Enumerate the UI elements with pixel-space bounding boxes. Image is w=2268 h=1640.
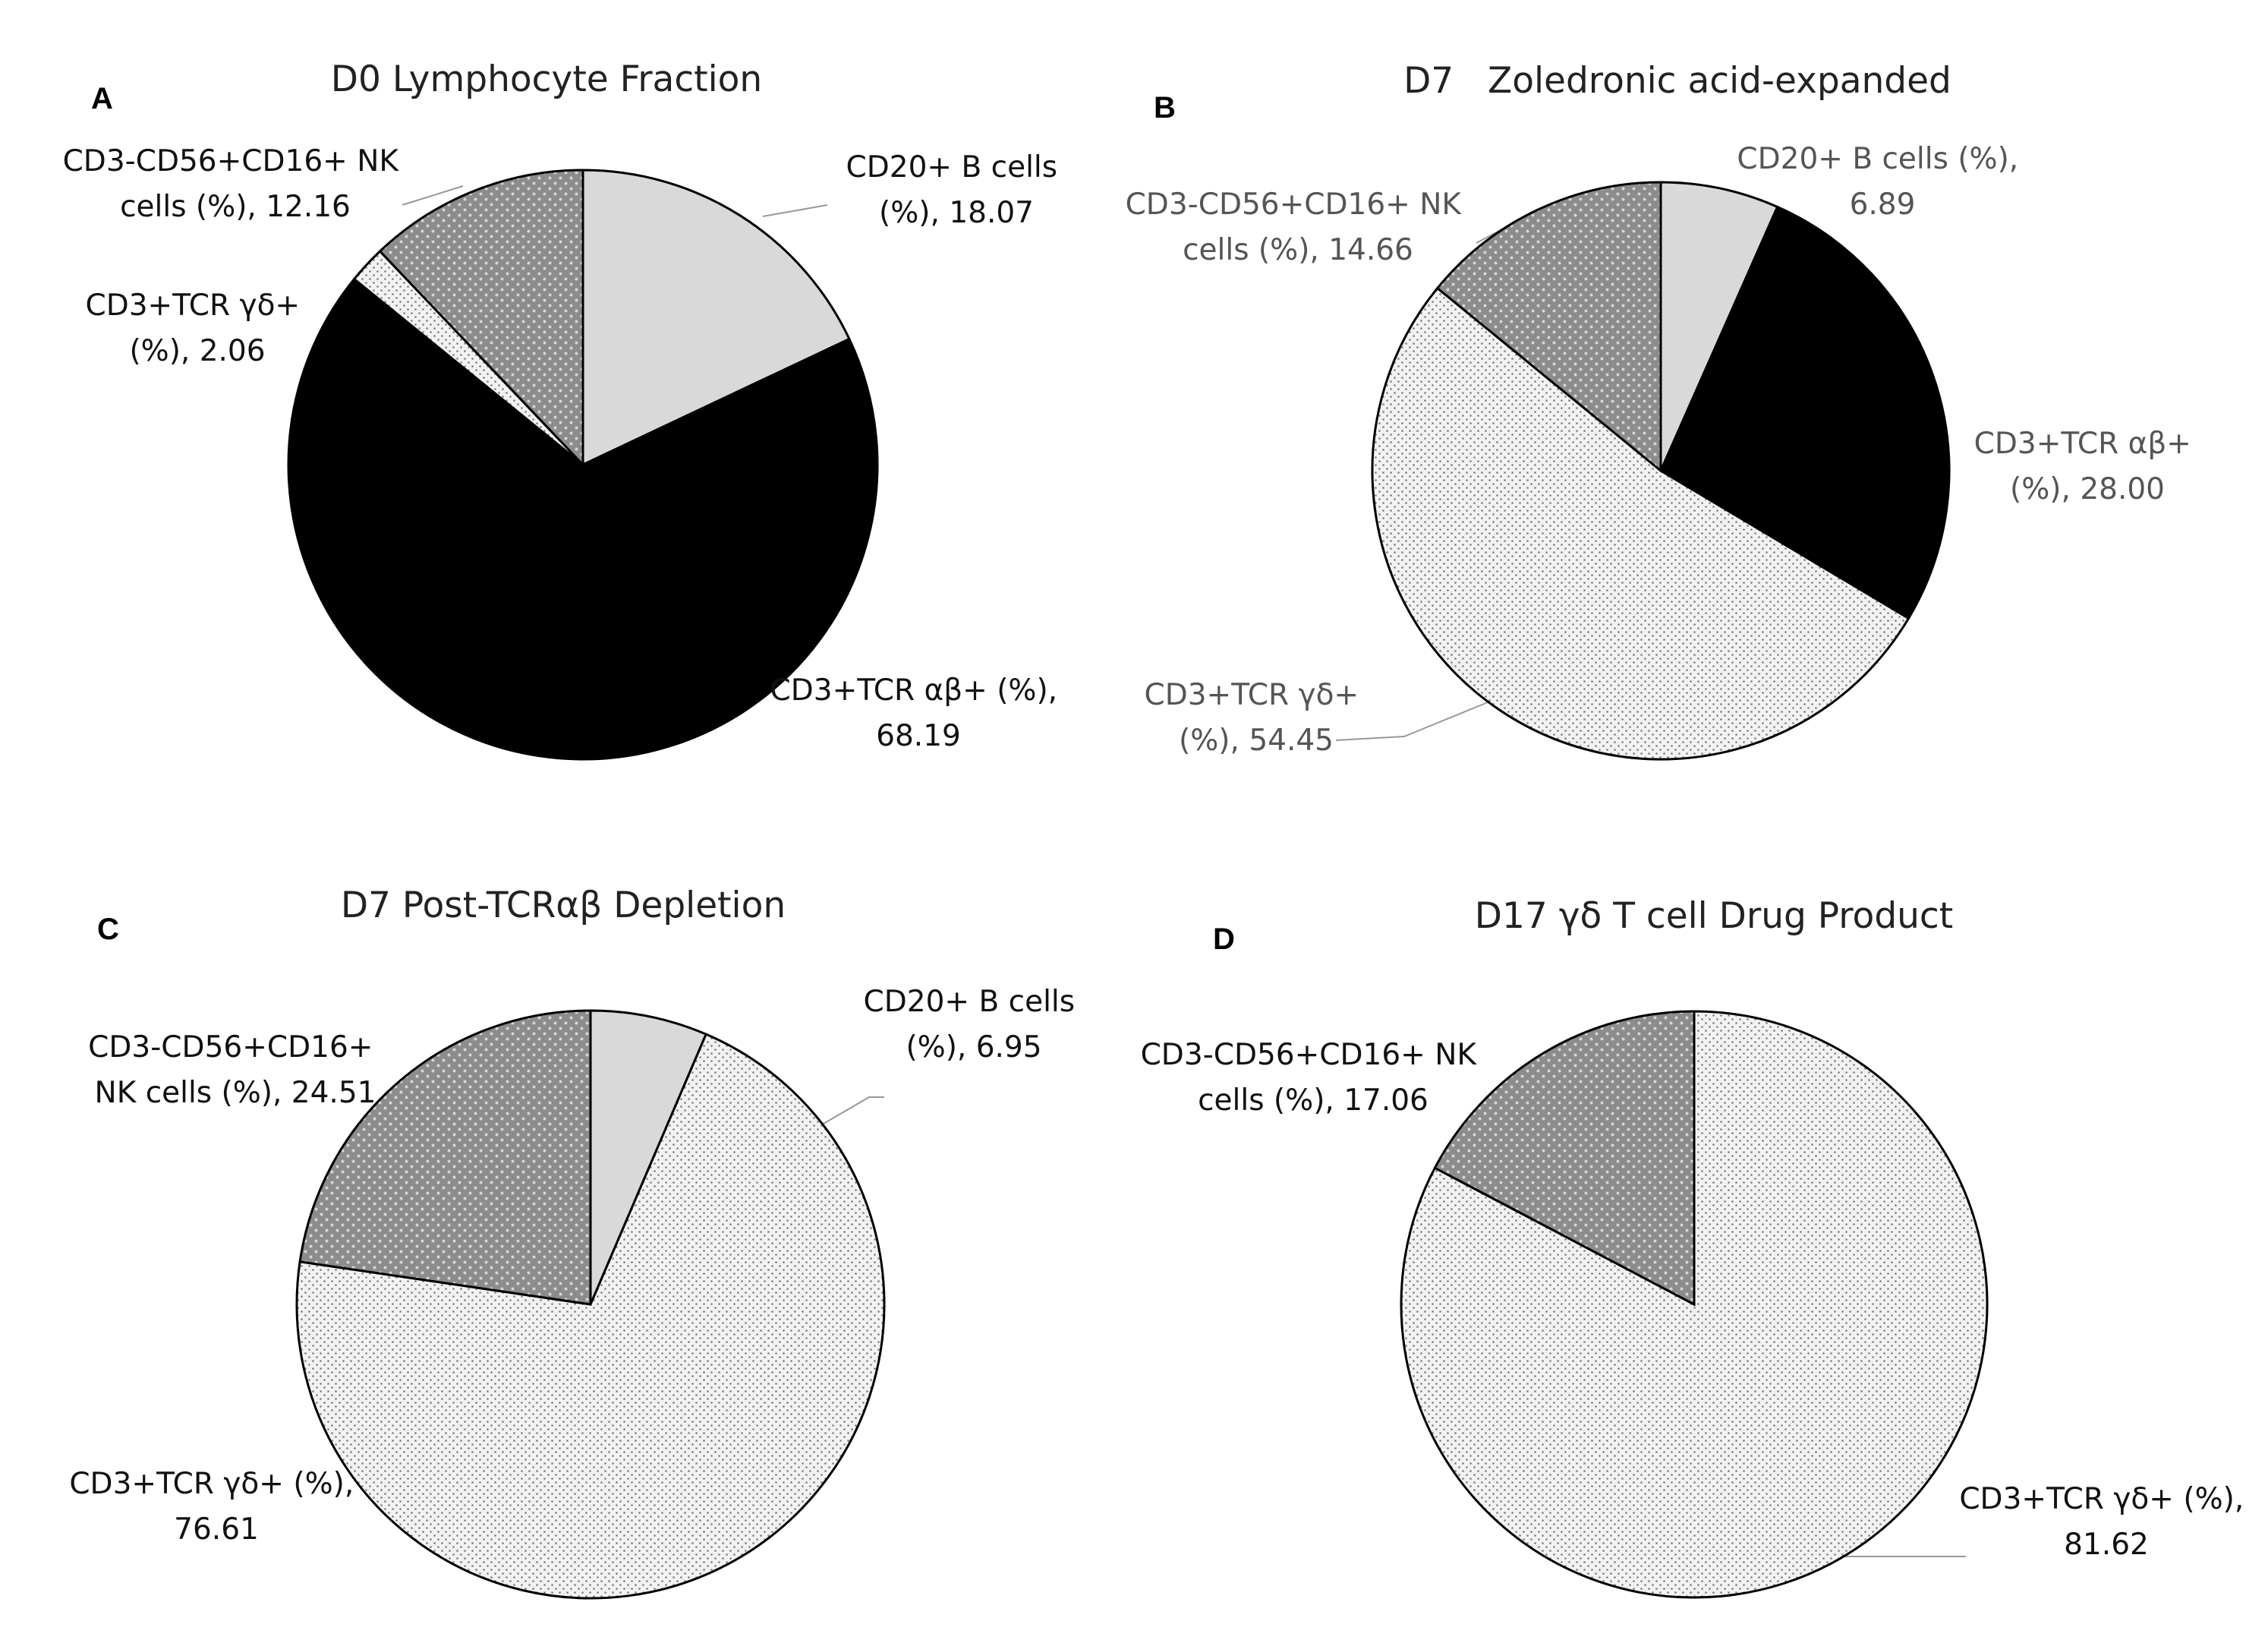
label-c-nk-cells: CD3-CD56+CD16+ NK cells (%), 24.51 <box>88 1030 383 1110</box>
panel-a-title: D0 Lymphocyte Fraction <box>331 58 762 100</box>
pie-a: CD20+ B cells (%), 18.07 CD3+TCR αβ+ (%)… <box>63 144 1067 761</box>
slice-c-nk-cells <box>298 1009 592 1306</box>
pie-a-leaders <box>402 185 828 217</box>
label-d-tcr-gd: CD3+TCR γδ+ (%), 81.62 <box>1959 1482 2253 1562</box>
panel-letter-a: A <box>91 82 113 115</box>
label-d-nk-cells: CD3-CD56+CD16+ NK cells (%), 17.06 <box>1141 1038 1486 1118</box>
panel-c: C D7 Post-TCRαβ Depletion CD20+ B cells … <box>69 885 1085 1600</box>
leader-a-bcells <box>762 204 828 217</box>
slice-a-b-cells <box>581 169 851 467</box>
pie-d: CD3+TCR γδ+ (%), 81.62 CD3-CD56+CD16+ NK… <box>1141 1010 2253 1599</box>
pie-b-slices <box>1371 181 1951 761</box>
pie-b: CD20+ B cells (%), 6.89 CD3+TCR αβ+ (%),… <box>1126 142 2201 761</box>
slice-b-nk-cells <box>1435 181 1662 474</box>
slice-c-b-cells <box>589 1009 708 1305</box>
slice-b-tcr-ab <box>1659 205 1951 620</box>
panel-letter-c: C <box>97 913 119 946</box>
label-b-b-cells: CD20+ B cells (%), 6.89 <box>1737 142 2027 222</box>
label-a-tcr-gd: CD3+TCR γδ+ (%), 2.06 <box>85 289 309 368</box>
label-c-b-cells: CD20+ B cells (%), 6.95 <box>864 985 1085 1064</box>
slice-d-nk-cells <box>1433 1010 1696 1307</box>
label-a-tcr-ab: CD3+TCR αβ+ (%), 68.19 <box>770 673 1067 753</box>
panel-d-title: D17 γδ T cell Drug Product <box>1475 895 1953 937</box>
panel-b-title: D7 Zoledronic acid-expanded <box>1403 60 1951 102</box>
leader-c-bcells <box>823 1096 884 1124</box>
slice-b-tcr-gd <box>1371 286 1910 761</box>
pie-c-slices <box>295 1009 886 1600</box>
pie-a-slices <box>287 169 879 761</box>
label-a-b-cells: CD20+ B cells (%), 18.07 <box>846 150 1067 230</box>
label-b-nk-cells: CD3-CD56+CD16+ NK cells (%), 14.66 <box>1126 188 1471 267</box>
panel-b: B D7 Zoledronic acid-expanded CD20+ B ce… <box>1126 60 2201 761</box>
slice-c-tcr-gd <box>295 1033 886 1600</box>
label-b-tcr-ab: CD3+TCR αβ+ (%), 28.00 <box>1974 427 2201 506</box>
label-a-nk-cells: CD3-CD56+CD16+ NK cells (%), 12.16 <box>63 144 408 224</box>
slice-a-tcr-ab <box>287 277 879 761</box>
label-b-tcr-gd: CD3+TCR γδ+ (%), 54.45 <box>1144 678 1368 758</box>
panel-letter-d: D <box>1213 922 1235 956</box>
slice-b-b-cells <box>1659 181 1779 472</box>
panel-letter-b: B <box>1154 91 1176 125</box>
panel-a: A D0 Lymphocyte Fraction CD20+ B cells (… <box>63 58 1067 761</box>
panel-c-title: D7 Post-TCRαβ Depletion <box>341 885 786 926</box>
label-c-tcr-gd: CD3+TCR γδ+ (%), 76.61 <box>69 1467 363 1547</box>
pie-d-slices <box>1400 1010 1989 1599</box>
pie-c-leaders <box>823 1096 884 1124</box>
leader-b-tcr-gd <box>1335 702 1488 741</box>
slice-a-nk-cells <box>378 169 584 468</box>
pie-c: CD20+ B cells (%), 6.95 CD3+TCR γδ+ (%),… <box>69 985 1085 1600</box>
panel-d: D D17 γδ T cell Drug Product CD3+TCR γδ+… <box>1141 895 2253 1599</box>
leader-a-nk <box>402 185 464 206</box>
